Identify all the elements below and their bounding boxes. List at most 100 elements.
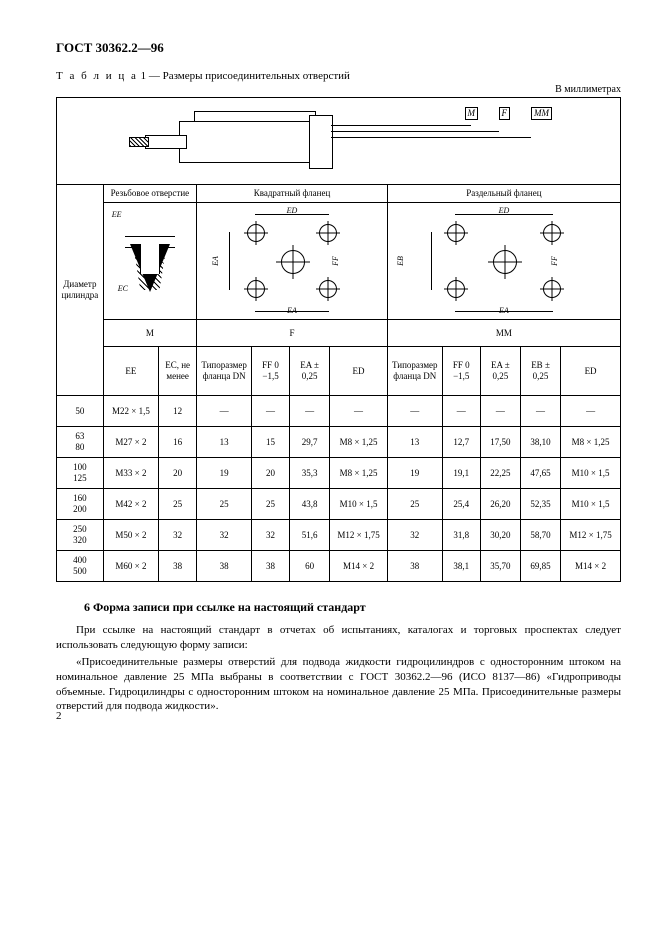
col-f-ed: ED bbox=[330, 347, 388, 396]
row-header-diameter: Диаметр цилиндра bbox=[57, 185, 104, 396]
table-cell: 51,6 bbox=[290, 520, 330, 551]
dim-eb-m: EB bbox=[396, 256, 406, 266]
page-number: 2 bbox=[56, 710, 62, 722]
col-m-ed: ED bbox=[561, 347, 621, 396]
table-cell: 60 bbox=[290, 551, 330, 582]
paragraph-2: «Присоединительные размеры отверстий для… bbox=[56, 655, 621, 714]
col-m-eb: EB ± 0,25 bbox=[520, 347, 560, 396]
letter-m: М bbox=[103, 320, 196, 347]
table-cell: 19 bbox=[387, 458, 442, 489]
threaded-diagram: EE EC bbox=[103, 203, 196, 320]
split-flange-diagram: ED EA EB FF bbox=[387, 203, 620, 320]
table-cell: M22 × 1,5 bbox=[103, 396, 158, 427]
table-cell: 250 320 bbox=[57, 520, 104, 551]
table-cell: 47,65 bbox=[520, 458, 560, 489]
letter-mm: ММ bbox=[387, 320, 620, 347]
table-cell: — bbox=[197, 396, 252, 427]
table-cell: 58,70 bbox=[520, 520, 560, 551]
table-cell: M33 × 2 bbox=[103, 458, 158, 489]
callout-f: F bbox=[499, 107, 511, 120]
table-cell: 69,85 bbox=[520, 551, 560, 582]
dim-ed-f: ED bbox=[287, 206, 298, 216]
table-cell: 400 500 bbox=[57, 551, 104, 582]
col-m-dn: Типоразмер фланца DN bbox=[387, 347, 442, 396]
table-cell: 19,1 bbox=[442, 458, 480, 489]
table-cell: 20 bbox=[159, 458, 197, 489]
table-row: 250 320M50 × 232323251,6M12 × 1,753231,8… bbox=[57, 520, 621, 551]
table-cell: 38 bbox=[159, 551, 197, 582]
table-cell: 100 125 bbox=[57, 458, 104, 489]
table-cell: 17,50 bbox=[480, 427, 520, 458]
dim-ea-m: EA bbox=[499, 306, 509, 316]
table-row: 50M22 × 1,512————————— bbox=[57, 396, 621, 427]
table-caption: Т а б л и ц а 1 — Размеры присоединитель… bbox=[56, 70, 621, 82]
table-row: 160 200M42 × 225252543,8M10 × 1,52525,42… bbox=[57, 489, 621, 520]
table-cell: 38 bbox=[197, 551, 252, 582]
table-cell: 32 bbox=[252, 520, 290, 551]
dim-ff-f: FF bbox=[331, 256, 341, 266]
table-cell: M8 × 1,25 bbox=[330, 427, 388, 458]
col-ee: EE bbox=[103, 347, 158, 396]
col-f-dn: Типоразмер фланца DN bbox=[197, 347, 252, 396]
table-cell: 31,8 bbox=[442, 520, 480, 551]
col-m-ff: FF 0 −1,5 bbox=[442, 347, 480, 396]
col-m-ea: EA ± 0,25 bbox=[480, 347, 520, 396]
dimensions-table: M F MM Диаметр цилиндра Резьбовое отверс… bbox=[56, 97, 621, 582]
table-cell: 160 200 bbox=[57, 489, 104, 520]
table-cell: M60 × 2 bbox=[103, 551, 158, 582]
caption-text: 1 — Размеры присоединительных отверстий bbox=[141, 70, 350, 82]
table-cell: 13 bbox=[387, 427, 442, 458]
table-row: 400 500M60 × 238383860M14 × 23838,135,70… bbox=[57, 551, 621, 582]
table-cell: 38 bbox=[387, 551, 442, 582]
table-cell: 25 bbox=[387, 489, 442, 520]
table-cell: — bbox=[520, 396, 560, 427]
table-cell: 12,7 bbox=[442, 427, 480, 458]
table-cell: M12 × 1,75 bbox=[330, 520, 388, 551]
table-cell: 26,20 bbox=[480, 489, 520, 520]
col-ec: EC, не менее bbox=[159, 347, 197, 396]
table-cell: 32 bbox=[197, 520, 252, 551]
table-cell: M8 × 1,25 bbox=[330, 458, 388, 489]
table-cell: — bbox=[442, 396, 480, 427]
table-cell: 35,3 bbox=[290, 458, 330, 489]
table-cell: 25 bbox=[252, 489, 290, 520]
table-cell: 15 bbox=[252, 427, 290, 458]
table-cell: 30,20 bbox=[480, 520, 520, 551]
table-cell: M10 × 1,5 bbox=[561, 489, 621, 520]
table-cell: 25,4 bbox=[442, 489, 480, 520]
group-square: Квадратный фланец bbox=[197, 185, 388, 203]
table-cell: M14 × 2 bbox=[330, 551, 388, 582]
table-cell: 19 bbox=[197, 458, 252, 489]
col-f-ea: EA ± 0,25 bbox=[290, 347, 330, 396]
table-cell: — bbox=[290, 396, 330, 427]
group-split: Раздельный фланец bbox=[387, 185, 620, 203]
dim-ea-f2: EA bbox=[211, 256, 221, 266]
table-cell: 22,25 bbox=[480, 458, 520, 489]
table-cell: 25 bbox=[159, 489, 197, 520]
table-cell: 43,8 bbox=[290, 489, 330, 520]
table-cell: 38 bbox=[252, 551, 290, 582]
doc-number: ГОСТ 30362.2—96 bbox=[56, 40, 621, 56]
table-cell: M42 × 2 bbox=[103, 489, 158, 520]
table-cell: 16 bbox=[159, 427, 197, 458]
table-cell: — bbox=[330, 396, 388, 427]
table-cell: M14 × 2 bbox=[561, 551, 621, 582]
callout-mm: MM bbox=[531, 107, 552, 120]
group-threaded: Резьбовое отверстие bbox=[103, 185, 196, 203]
table-cell: 38,10 bbox=[520, 427, 560, 458]
table-cell: M10 × 1,5 bbox=[330, 489, 388, 520]
callout-m: M bbox=[465, 107, 479, 120]
table-cell: 50 bbox=[57, 396, 104, 427]
letter-f: F bbox=[197, 320, 388, 347]
table-cell: — bbox=[561, 396, 621, 427]
table-cell: M12 × 1,75 bbox=[561, 520, 621, 551]
table-cell: M50 × 2 bbox=[103, 520, 158, 551]
table-cell: 20 bbox=[252, 458, 290, 489]
table-cell: 38,1 bbox=[442, 551, 480, 582]
table-cell: 32 bbox=[387, 520, 442, 551]
col-f-ff: FF 0 −1,5 bbox=[252, 347, 290, 396]
table-cell: M27 × 2 bbox=[103, 427, 158, 458]
table-cell: — bbox=[480, 396, 520, 427]
caption-prefix: Т а б л и ц а bbox=[56, 70, 138, 82]
dim-ea-f: EA bbox=[287, 306, 297, 316]
